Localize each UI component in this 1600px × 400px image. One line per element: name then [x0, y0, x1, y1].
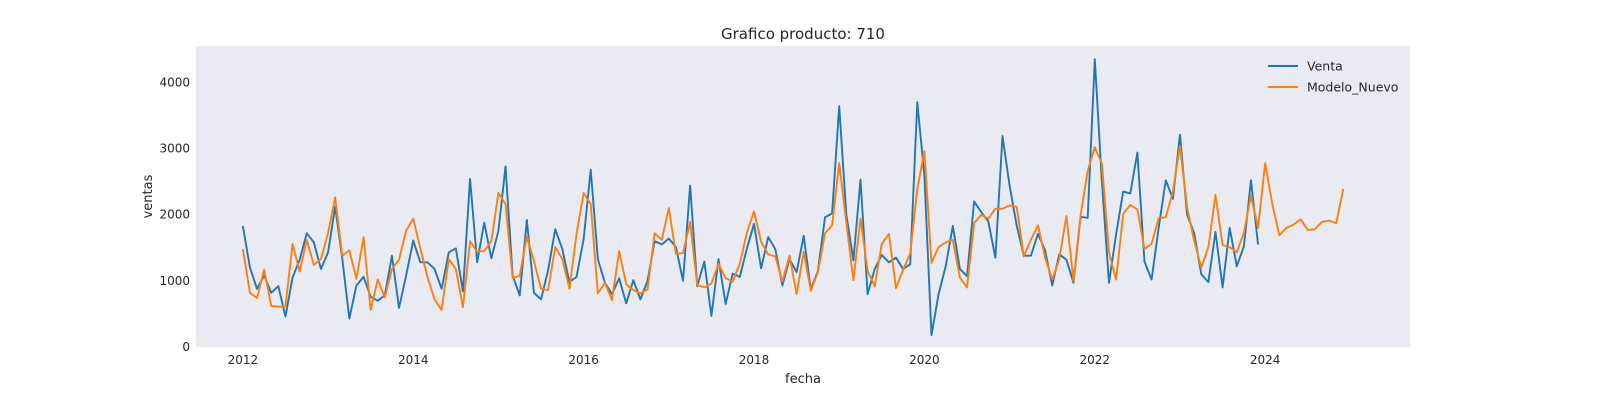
x-axis-ticks: 2012 2014 2016 2018 2020 2022 2024 [228, 353, 1281, 367]
legend: Venta Modelo_Nuevo [1268, 59, 1398, 95]
x-tick-label: 2022 [1080, 353, 1111, 367]
x-tick-label: 2012 [228, 353, 259, 367]
x-tick-label: 2016 [568, 353, 599, 367]
x-tick-label: 2018 [739, 353, 770, 367]
y-axis-label: ventas [141, 174, 156, 218]
y-tick-label: 1000 [159, 274, 190, 288]
y-tick-label: 2000 [159, 208, 190, 222]
y-tick-label: 0 [182, 340, 190, 354]
plot-area [196, 46, 1410, 347]
x-tick-label: 2024 [1250, 353, 1281, 367]
x-tick-label: 2020 [909, 353, 940, 367]
chart-title: Grafico producto: 710 [721, 25, 885, 43]
series-lines [241, 58, 1345, 337]
series-line-modelo-nuevo [241, 144, 1345, 311]
x-tick-label: 2014 [398, 353, 429, 367]
legend-label: Modelo_Nuevo [1307, 80, 1398, 95]
x-axis-label: fecha [785, 372, 821, 387]
series-line-venta [241, 58, 1260, 337]
y-tick-label: 4000 [159, 75, 190, 89]
y-axis-ticks: 0 1000 2000 3000 4000 [159, 75, 190, 354]
y-tick-label: 3000 [159, 142, 190, 156]
legend-label: Venta [1307, 59, 1343, 74]
